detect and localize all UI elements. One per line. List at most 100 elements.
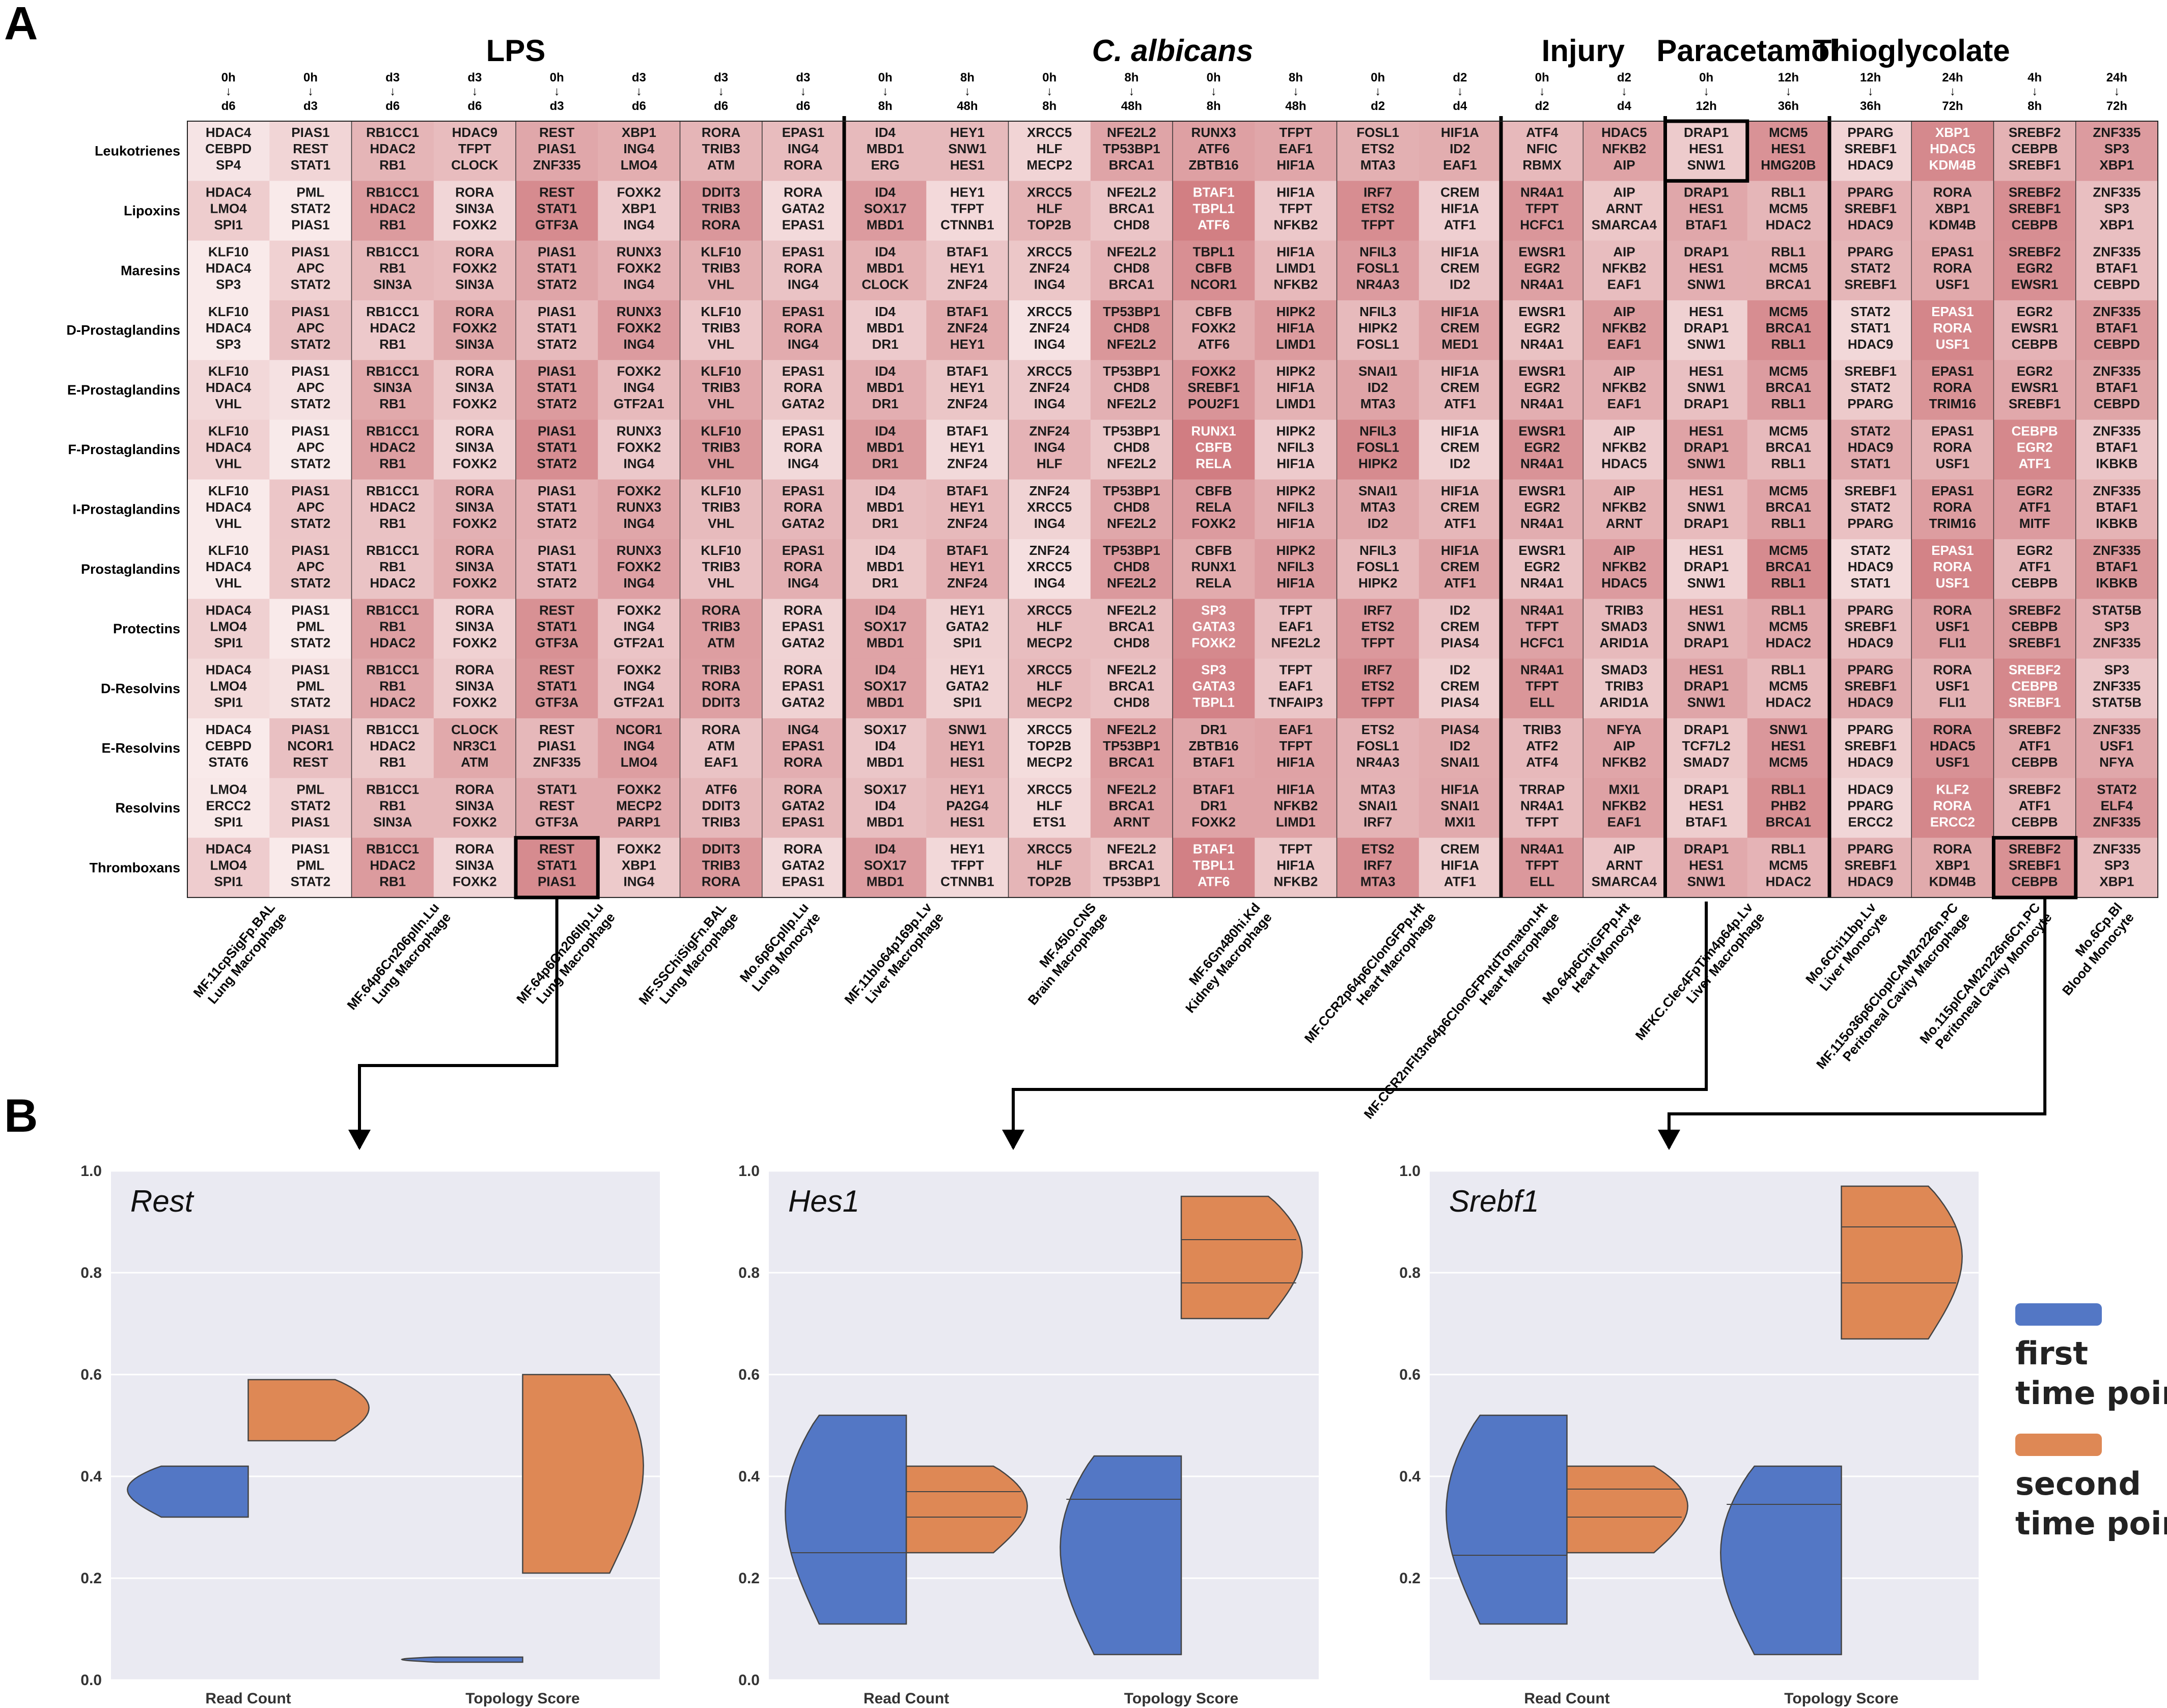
heatmap-cell	[844, 837, 927, 898]
heatmap-cell-gene: BTAF1	[947, 363, 988, 379]
heatmap-cell-gene: AIP	[1613, 738, 1635, 753]
heatmap-cell-gene: ZNF24	[947, 575, 988, 591]
heatmap-cell-gene: BTAF1	[2096, 440, 2137, 455]
heatmap-cell-gene: ZNF335	[2093, 722, 2141, 737]
heatmap-cell-gene: EPAS1	[1931, 543, 1974, 558]
heatmap-cell-gene: SP3	[1201, 602, 1226, 618]
heatmap-cell-gene: PPARG	[1847, 842, 1894, 857]
time-arrow-icon: ↓	[1621, 85, 1627, 98]
violin-second-half	[522, 1374, 644, 1574]
heatmap-cell-gene: BRCA1	[1766, 559, 1812, 574]
heatmap-cell-gene: HDAC9	[1848, 440, 1894, 455]
heatmap-cell-gene: RUNX3	[617, 499, 661, 515]
heatmap-cell	[926, 539, 1009, 599]
heatmap-cell-gene: NFKB2	[1274, 277, 1318, 292]
heatmap-cell	[1583, 360, 1665, 420]
heatmap-cell-gene: ATF1	[1444, 396, 1476, 411]
heatmap-cell-gene: ING4	[624, 456, 655, 471]
heatmap-cell	[2075, 539, 2158, 599]
heatmap-cell-gene: SP3	[2104, 141, 2129, 156]
time-arrow-icon: ↓	[1375, 85, 1381, 98]
heatmap-cell	[1993, 599, 2076, 659]
heatmap-cell	[516, 181, 598, 241]
heatmap-cell-gene: STAT1	[537, 559, 576, 574]
time-arrow-icon: ↓	[1128, 85, 1134, 98]
heatmap-cell-gene: TFPT	[1525, 201, 1559, 216]
heatmap-cell	[433, 240, 516, 301]
heatmap-cell-gene: BTAF1	[1193, 842, 1235, 857]
heatmap-cell-gene: HDAC2	[370, 440, 415, 455]
heatmap-cell	[1173, 539, 1255, 599]
heatmap-cell-gene: EAF1	[1607, 396, 1641, 411]
heatmap-cell-gene: CREM	[1440, 320, 1480, 335]
heatmap-cell-gene: ZNF24	[947, 320, 988, 335]
heatmap-cell-gene: HIPK2	[1358, 456, 1398, 471]
y-tick-label: 0.2	[80, 1570, 102, 1587]
heatmap-cell-gene: SOX17	[864, 781, 907, 797]
heatmap-cell-gene: CHD8	[1114, 499, 1150, 515]
heatmap-cell-gene: FOXK2	[617, 184, 661, 200]
heatmap-cell-gene: TP53BP1	[1103, 543, 1160, 558]
heatmap-cell-gene: NFE2L2	[1107, 602, 1156, 618]
heatmap-cell-gene: SNW1	[1687, 277, 1726, 292]
heatmap-cell-gene: SNW1	[1769, 722, 1808, 737]
heatmap-cell-gene: HIPK2	[1276, 363, 1316, 379]
heatmap-cell-gene: XRCC5	[1027, 184, 1072, 200]
heatmap-cell-gene: STAT2	[1850, 304, 1890, 319]
y-tick-label: 0.6	[1399, 1366, 1421, 1383]
heatmap-cell	[2075, 121, 2158, 181]
heatmap-cell-gene: CHD8	[1114, 635, 1150, 650]
heatmap-cell	[516, 599, 598, 659]
heatmap-cell-gene: REST	[539, 602, 574, 618]
heatmap-cell-gene: RORA	[784, 662, 823, 678]
heatmap-cell-gene: FOXK2	[1191, 363, 1236, 379]
heatmap-cell-gene: HDAC5	[1601, 125, 1647, 140]
heatmap-cell-gene: TNFAIP3	[1268, 695, 1323, 710]
heatmap-cell-gene: FOXK2	[453, 396, 497, 411]
heatmap-cell-gene: KLF10	[208, 244, 248, 260]
heatmap-cell-gene: HES1	[1689, 543, 1724, 558]
time-label-end: d2	[1371, 99, 1385, 113]
heatmap-cell-gene: PPARG	[1847, 662, 1894, 678]
heatmap-cell-gene: STAT2	[537, 516, 576, 531]
heatmap-cell	[1090, 539, 1173, 599]
heatmap-cell-gene: RBMX	[1522, 157, 1562, 173]
heatmap-cell-gene: ID4	[875, 304, 896, 319]
heatmap-cell-gene: BRCA1	[1766, 499, 1812, 515]
heatmap-cell-gene: CEBPD	[205, 141, 252, 156]
heatmap-cell-gene: ATM	[707, 157, 735, 173]
heatmap-cell-gene: XBP1	[2099, 157, 2134, 173]
heatmap-cell-gene: ID4	[875, 543, 896, 558]
heatmap-cell	[926, 718, 1009, 778]
time-label-end: d6	[796, 99, 810, 113]
x-tick-label: Read Count	[1524, 1690, 1609, 1707]
heatmap-cell-gene: EPAS1	[782, 814, 824, 829]
heatmap-cell-gene: RUNX3	[617, 244, 661, 260]
heatmap-cell	[1419, 240, 1502, 301]
heatmap-cell	[1419, 599, 1502, 659]
heatmap-cell-gene: CBFB	[1196, 440, 1232, 455]
heatmap-cell	[1665, 658, 1748, 719]
heatmap-cell-gene: STAT2	[1850, 543, 1890, 558]
heatmap-cell-gene: DR1	[1201, 798, 1227, 813]
time-label-end: 72h	[1942, 99, 1963, 113]
heatmap-cell-gene: SREBF1	[1844, 738, 1897, 753]
time-label-start: 0h	[1699, 71, 1713, 85]
time-arrow-icon: ↓	[1703, 85, 1709, 98]
heatmap-cell	[2075, 181, 2158, 241]
heatmap-cell	[1008, 718, 1091, 778]
heatmap-cell-gene: RORA	[455, 363, 494, 379]
heatmap-cell	[1993, 181, 2076, 241]
heatmap-cell-gene: NFE2L2	[1107, 337, 1156, 352]
row-label: Maresins	[121, 263, 180, 278]
heatmap-cell-gene: KDM4B	[1929, 157, 1976, 173]
heatmap-cell	[1829, 240, 1912, 301]
heatmap-cell-gene: NR4A1	[1520, 516, 1564, 531]
heatmap-cell-gene: LIMD1	[1276, 261, 1316, 276]
heatmap-cell-gene: PPARG	[1847, 722, 1894, 737]
heatmap-cell-gene: EPAS1	[782, 363, 824, 379]
heatmap-cell	[1008, 539, 1091, 599]
heatmap-cell	[433, 778, 516, 838]
